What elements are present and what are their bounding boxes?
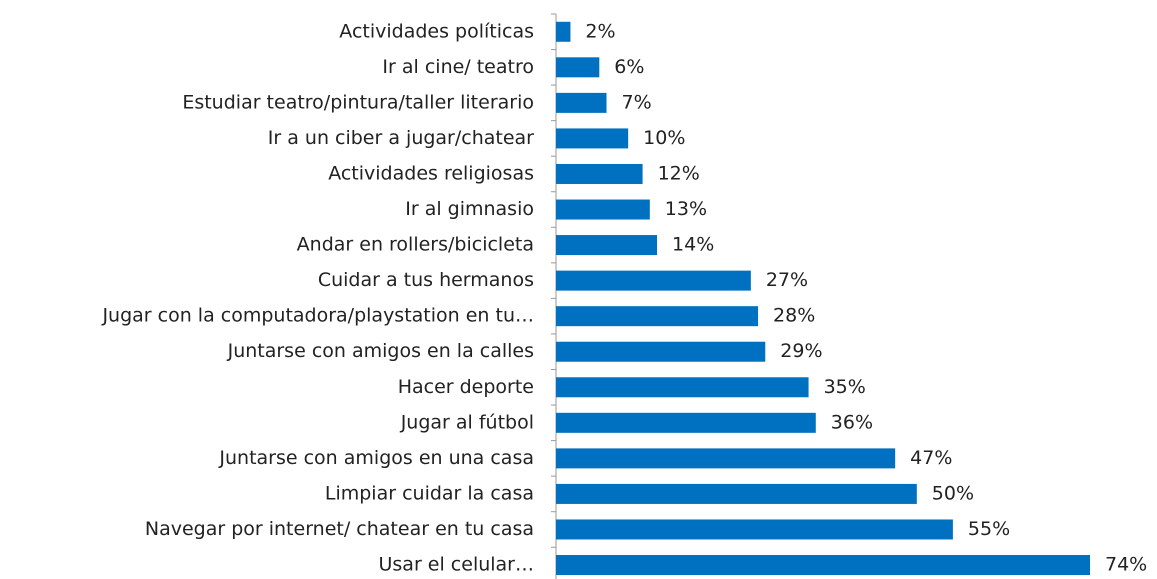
category-label: Juntarse con amigos en una casa bbox=[218, 447, 534, 469]
data-label: 35% bbox=[824, 376, 866, 398]
category-label: Ir a un ciber a jugar/chatear bbox=[268, 127, 534, 149]
bar bbox=[556, 412, 816, 433]
bar bbox=[556, 483, 917, 504]
bar bbox=[556, 306, 759, 327]
category-label: Ir al cine/ teatro bbox=[382, 56, 534, 78]
category-label: Estudiar teatro/pintura/taller literario bbox=[182, 91, 534, 113]
data-label: 6% bbox=[614, 56, 644, 78]
data-label: 12% bbox=[658, 162, 700, 184]
category-label: Limpiar cuidar la casa bbox=[325, 482, 534, 504]
category-label: Actividades religiosas bbox=[328, 162, 534, 184]
data-label: 27% bbox=[766, 269, 808, 291]
bar bbox=[556, 21, 571, 42]
data-label: 29% bbox=[780, 340, 822, 362]
data-label: 36% bbox=[831, 411, 873, 433]
data-label: 13% bbox=[665, 198, 707, 220]
category-label: Ir al gimnasio bbox=[405, 198, 534, 220]
data-label: 74% bbox=[1105, 554, 1147, 576]
category-label: Usar el celular… bbox=[379, 554, 535, 576]
bar bbox=[556, 199, 650, 220]
category-label: Andar en rollers/bicicleta bbox=[297, 234, 534, 256]
category-label: Actividades políticas bbox=[339, 20, 534, 42]
bar bbox=[556, 235, 658, 256]
bar bbox=[556, 341, 766, 362]
category-label: Hacer deporte bbox=[398, 376, 534, 398]
bar bbox=[556, 555, 1090, 576]
data-label: 28% bbox=[773, 305, 815, 327]
data-label: 2% bbox=[585, 20, 615, 42]
data-label: 14% bbox=[672, 234, 714, 256]
data-label: 47% bbox=[910, 447, 952, 469]
category-label: Juntarse con amigos en la calles bbox=[227, 340, 534, 362]
category-label: Jugar con la computadora/playstation en … bbox=[101, 305, 534, 327]
bar bbox=[556, 377, 809, 398]
bar bbox=[556, 163, 643, 184]
bar bbox=[556, 448, 896, 469]
data-label: 10% bbox=[643, 127, 685, 149]
data-label: 7% bbox=[622, 91, 652, 113]
bar bbox=[556, 128, 629, 149]
category-label: Jugar al fútbol bbox=[400, 411, 534, 433]
bar bbox=[556, 92, 607, 113]
bar bbox=[556, 57, 600, 78]
category-label: Cuidar a tus hermanos bbox=[318, 269, 534, 291]
data-label: 50% bbox=[932, 482, 974, 504]
bar bbox=[556, 270, 751, 291]
category-label: Navegar por internet/ chatear en tu casa bbox=[145, 518, 534, 540]
bar bbox=[556, 519, 953, 540]
data-label: 55% bbox=[968, 518, 1010, 540]
